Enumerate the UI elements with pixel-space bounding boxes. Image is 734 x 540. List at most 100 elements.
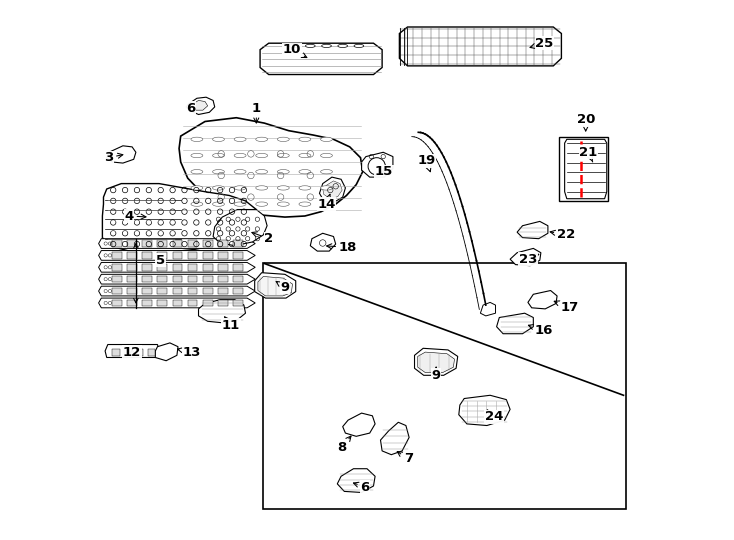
Text: 16: 16 bbox=[528, 324, 553, 337]
Ellipse shape bbox=[191, 186, 203, 190]
Bar bbox=[233, 300, 243, 306]
Bar bbox=[218, 288, 228, 294]
Polygon shape bbox=[528, 291, 557, 309]
Bar bbox=[172, 240, 182, 247]
Ellipse shape bbox=[255, 153, 268, 158]
Bar bbox=[233, 288, 243, 294]
Bar bbox=[203, 300, 213, 306]
Polygon shape bbox=[98, 262, 255, 272]
Ellipse shape bbox=[255, 186, 268, 190]
Bar bbox=[203, 288, 213, 294]
Polygon shape bbox=[323, 181, 342, 199]
Bar bbox=[142, 300, 152, 306]
Bar bbox=[112, 264, 122, 271]
Text: 10: 10 bbox=[283, 43, 307, 58]
Text: 5: 5 bbox=[156, 254, 165, 267]
Polygon shape bbox=[497, 313, 534, 334]
Text: 8: 8 bbox=[337, 436, 351, 454]
Bar bbox=[188, 264, 197, 271]
Bar bbox=[127, 300, 137, 306]
Ellipse shape bbox=[321, 153, 333, 158]
Bar bbox=[188, 240, 197, 247]
Bar bbox=[127, 264, 137, 271]
Bar bbox=[136, 349, 143, 356]
Polygon shape bbox=[106, 146, 136, 163]
Polygon shape bbox=[98, 251, 255, 260]
Bar bbox=[158, 252, 167, 259]
Polygon shape bbox=[380, 422, 409, 455]
Ellipse shape bbox=[321, 137, 333, 141]
Polygon shape bbox=[179, 118, 363, 217]
Bar bbox=[559, 137, 608, 201]
Bar bbox=[142, 288, 152, 294]
Ellipse shape bbox=[213, 186, 225, 190]
Ellipse shape bbox=[321, 170, 333, 174]
Bar bbox=[218, 300, 228, 306]
Ellipse shape bbox=[234, 186, 246, 190]
Bar bbox=[233, 240, 243, 247]
Ellipse shape bbox=[321, 186, 333, 190]
Bar bbox=[112, 349, 120, 356]
Text: 2: 2 bbox=[252, 232, 274, 245]
Polygon shape bbox=[415, 348, 458, 375]
Text: 11: 11 bbox=[222, 317, 240, 332]
Ellipse shape bbox=[277, 170, 289, 174]
Bar bbox=[172, 288, 182, 294]
Ellipse shape bbox=[213, 137, 225, 141]
Bar bbox=[233, 264, 243, 271]
Text: 6: 6 bbox=[354, 481, 370, 494]
Text: 14: 14 bbox=[317, 194, 335, 211]
Ellipse shape bbox=[191, 202, 203, 206]
Bar bbox=[218, 252, 228, 259]
Polygon shape bbox=[213, 210, 267, 246]
Ellipse shape bbox=[234, 170, 246, 174]
Text: 12: 12 bbox=[123, 346, 141, 359]
Polygon shape bbox=[517, 221, 548, 239]
Bar bbox=[203, 276, 213, 282]
Polygon shape bbox=[480, 302, 495, 316]
Ellipse shape bbox=[255, 170, 268, 174]
Ellipse shape bbox=[191, 137, 203, 141]
Bar bbox=[112, 288, 122, 294]
Polygon shape bbox=[192, 100, 208, 110]
Bar bbox=[158, 240, 167, 247]
Polygon shape bbox=[98, 274, 255, 284]
Bar bbox=[218, 240, 228, 247]
Polygon shape bbox=[260, 43, 382, 75]
Text: 6: 6 bbox=[186, 102, 195, 114]
Polygon shape bbox=[98, 286, 255, 296]
Polygon shape bbox=[198, 300, 245, 323]
Ellipse shape bbox=[299, 170, 310, 174]
Polygon shape bbox=[319, 177, 346, 202]
Bar bbox=[188, 288, 197, 294]
Bar bbox=[158, 264, 167, 271]
Ellipse shape bbox=[277, 137, 289, 141]
Ellipse shape bbox=[234, 153, 246, 158]
Polygon shape bbox=[564, 139, 607, 199]
Ellipse shape bbox=[321, 44, 331, 48]
Ellipse shape bbox=[338, 44, 348, 48]
Polygon shape bbox=[105, 345, 159, 357]
Text: 3: 3 bbox=[104, 151, 123, 164]
Bar bbox=[112, 252, 122, 259]
Bar bbox=[233, 252, 243, 259]
Bar bbox=[172, 264, 182, 271]
Ellipse shape bbox=[191, 170, 203, 174]
Polygon shape bbox=[362, 152, 393, 177]
Bar bbox=[203, 264, 213, 271]
Ellipse shape bbox=[234, 202, 246, 206]
Bar bbox=[127, 252, 137, 259]
Text: 18: 18 bbox=[327, 241, 357, 254]
Polygon shape bbox=[343, 413, 375, 436]
Bar bbox=[124, 349, 131, 356]
Text: 1: 1 bbox=[252, 102, 261, 123]
Ellipse shape bbox=[213, 153, 225, 158]
Text: 7: 7 bbox=[397, 451, 413, 465]
Bar bbox=[142, 252, 152, 259]
Bar bbox=[127, 240, 137, 247]
Polygon shape bbox=[258, 276, 292, 296]
Ellipse shape bbox=[305, 44, 315, 48]
Text: 17: 17 bbox=[554, 301, 578, 314]
Ellipse shape bbox=[277, 186, 289, 190]
Ellipse shape bbox=[255, 137, 268, 141]
